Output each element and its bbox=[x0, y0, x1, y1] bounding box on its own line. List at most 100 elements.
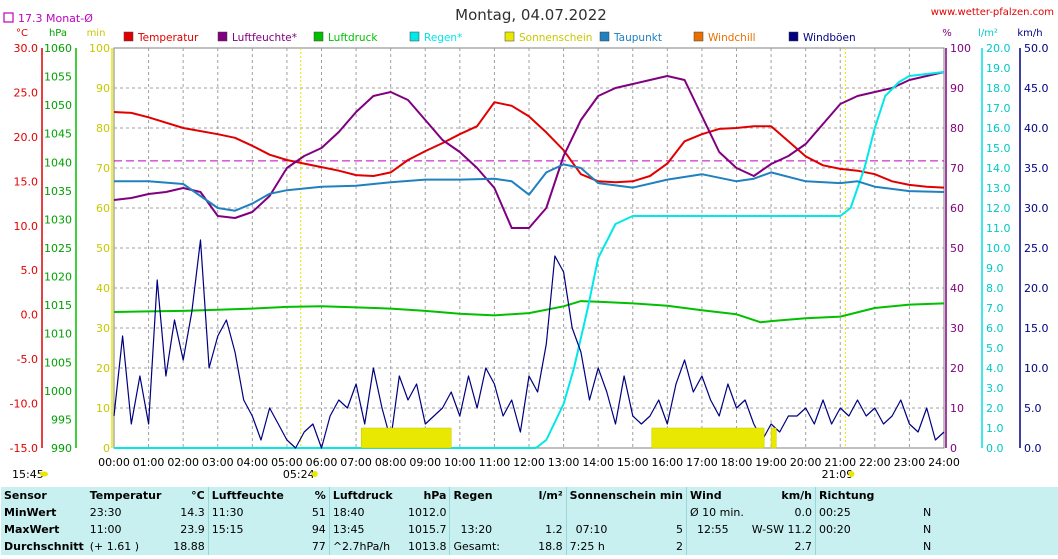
weather-chart: Montag, 04.07.2022 www.wetter-pfalzen.com… bbox=[3, 6, 1054, 481]
tick-label-temp: -10.0 bbox=[10, 398, 38, 411]
rain-max-value: 1.2 bbox=[515, 521, 567, 538]
series-luftdruck-line bbox=[113, 300, 945, 324]
rain-avg-time: Gesamt: bbox=[449, 538, 516, 555]
tick-label-kmh: 10.0 bbox=[1024, 362, 1049, 375]
dir-max-value: N bbox=[918, 521, 935, 538]
row-extra bbox=[934, 521, 1058, 538]
tick-label-temp: 25.0 bbox=[14, 86, 39, 99]
sunshine-bar bbox=[651, 427, 765, 449]
tick-label-time: 22:00 bbox=[859, 456, 891, 469]
hum-avg-time bbox=[207, 538, 309, 555]
stats-table: Sensor Temperatur °C Luftfeuchte % Luftd… bbox=[1, 487, 1058, 555]
rain-min-value bbox=[515, 504, 567, 521]
tick-label-temp: -5.0 bbox=[17, 353, 38, 366]
hdr-luftfeuchte: Luftfeuchte bbox=[207, 487, 309, 504]
site-link: www.wetter-pfalzen.com bbox=[931, 7, 1054, 18]
tick-label-rain: 14.0 bbox=[986, 162, 1011, 175]
row-label: MinWert bbox=[1, 504, 87, 521]
tick-label-temp: 0.0 bbox=[21, 309, 39, 322]
tick-label-time: 10:00 bbox=[444, 456, 476, 469]
tick-label-temp: 5.0 bbox=[21, 264, 39, 277]
wind-avg-value: 2.7 bbox=[748, 538, 816, 555]
legend-label: Temperatur bbox=[137, 32, 199, 44]
tick-label-min: 30 bbox=[96, 322, 110, 335]
tick-label-pct: 90 bbox=[950, 82, 964, 95]
sun-avg-cell: 7:25 h 2 bbox=[565, 538, 687, 555]
tick-label-time: 17:00 bbox=[686, 456, 718, 469]
series-windböen-line bbox=[113, 239, 945, 449]
tick-label-time: 12:00 bbox=[513, 456, 545, 469]
tick-label-kmh: 50.0 bbox=[1024, 42, 1049, 55]
hum-min-time: 11:30 bbox=[207, 504, 309, 521]
tick-label-kmh: 0.0 bbox=[1024, 442, 1042, 455]
legend-swatch bbox=[693, 31, 704, 42]
tick-label-time: 04:00 bbox=[236, 456, 268, 469]
tick-label-pct: 70 bbox=[950, 162, 964, 175]
tick-label-kmh: 15.0 bbox=[1024, 322, 1049, 335]
sunset-icon bbox=[848, 471, 855, 477]
tick-label-time: 21:00 bbox=[824, 456, 856, 469]
legend-label: Windböen bbox=[803, 32, 856, 44]
tick-label-min: 50 bbox=[96, 242, 110, 255]
dir-max-time: 00:20 bbox=[815, 521, 919, 538]
tick-label-time: 20:00 bbox=[790, 456, 822, 469]
tick-label-kmh: 45.0 bbox=[1024, 82, 1049, 95]
tick-label-time: 19:00 bbox=[755, 456, 787, 469]
rain-min-time bbox=[449, 504, 516, 521]
tick-label-min: 0 bbox=[103, 442, 110, 455]
press-avg-value: 1013.8 bbox=[404, 538, 450, 555]
legend-label: Luftdruck bbox=[328, 32, 378, 44]
tick-label-time: 02:00 bbox=[167, 456, 199, 469]
tick-label-time: 09:00 bbox=[409, 456, 441, 469]
tick-label-rain: 0.0 bbox=[986, 442, 1004, 455]
row-extra bbox=[934, 504, 1058, 521]
stats-row-avg: Durchschnitt (+ 1.61 ) 18.88 77 ^2.7hPa/… bbox=[1, 538, 1058, 555]
legend-swatch bbox=[313, 31, 324, 42]
hdr-hum-unit: % bbox=[308, 487, 330, 504]
stats-row-min: MinWert 23:30 14.3 11:30 51 18:40 1012.0… bbox=[1, 504, 1058, 521]
tick-label-hpa: 1015 bbox=[44, 299, 72, 312]
unit-label-left: hPa bbox=[49, 28, 67, 39]
tick-label-min: 10 bbox=[96, 402, 110, 415]
tick-label-hpa: 1055 bbox=[44, 71, 72, 84]
stats-row-max: MaxWert 11:00 23.9 15:15 94 13:45 1015.7… bbox=[1, 521, 1058, 538]
hdr-sonnenschein: Sonnenschein min bbox=[565, 487, 687, 504]
monthly-average-marker bbox=[3, 12, 14, 23]
tick-label-rain: 1.0 bbox=[986, 422, 1004, 435]
hdr-sensor: Sensor bbox=[1, 487, 87, 504]
row-extra bbox=[934, 538, 1058, 555]
rain-max-time: 13:20 bbox=[449, 521, 516, 538]
hdr-richtung: Richtung bbox=[815, 487, 919, 504]
tick-label-time: 05:00 bbox=[271, 456, 303, 469]
press-min-time: 18:40 bbox=[328, 504, 405, 521]
hdr-spacer bbox=[918, 487, 935, 504]
tick-label-rain: 18.0 bbox=[986, 82, 1011, 95]
tick-label-hpa: 995 bbox=[51, 413, 72, 426]
tick-label-rain: 15.0 bbox=[986, 142, 1011, 155]
tick-label-pct: 50 bbox=[950, 242, 964, 255]
tick-label-min: 20 bbox=[96, 362, 110, 375]
tick-label-kmh: 25.0 bbox=[1024, 242, 1049, 255]
temp-min-value: 14.3 bbox=[170, 504, 209, 521]
wind-min-time: Ø 10 min. bbox=[685, 504, 749, 521]
temp-max-time: 11:00 bbox=[86, 521, 171, 538]
tick-label-time: 01:00 bbox=[133, 456, 165, 469]
tick-label-time: 23:00 bbox=[894, 456, 926, 469]
series-taupunkt-line bbox=[114, 163, 945, 212]
tick-label-rain: 11.0 bbox=[986, 222, 1011, 235]
unit-label-left: °C bbox=[16, 28, 28, 39]
unit-label-right: km/h bbox=[1017, 28, 1042, 39]
tick-label-temp: 30.0 bbox=[14, 42, 39, 55]
sun-avg-time: 7:25 h bbox=[569, 540, 605, 553]
temp-avg-time: (+ 1.61 ) bbox=[86, 538, 171, 555]
tick-label-kmh: 30.0 bbox=[1024, 202, 1049, 215]
hum-max-value: 94 bbox=[308, 521, 330, 538]
tick-label-hpa: 1000 bbox=[44, 385, 72, 398]
sun-start-label: 15:45 bbox=[12, 468, 44, 481]
dir-avg-time bbox=[815, 538, 919, 555]
legend-label: Sonnenschein bbox=[519, 32, 592, 44]
tick-label-rain: 5.0 bbox=[986, 342, 1004, 355]
tick-label-rain: 6.0 bbox=[986, 322, 1004, 335]
stats-panel: Sensor Temperatur °C Luftfeuchte % Luftd… bbox=[0, 487, 1058, 559]
sunrise-label: 05:24 bbox=[283, 468, 315, 481]
